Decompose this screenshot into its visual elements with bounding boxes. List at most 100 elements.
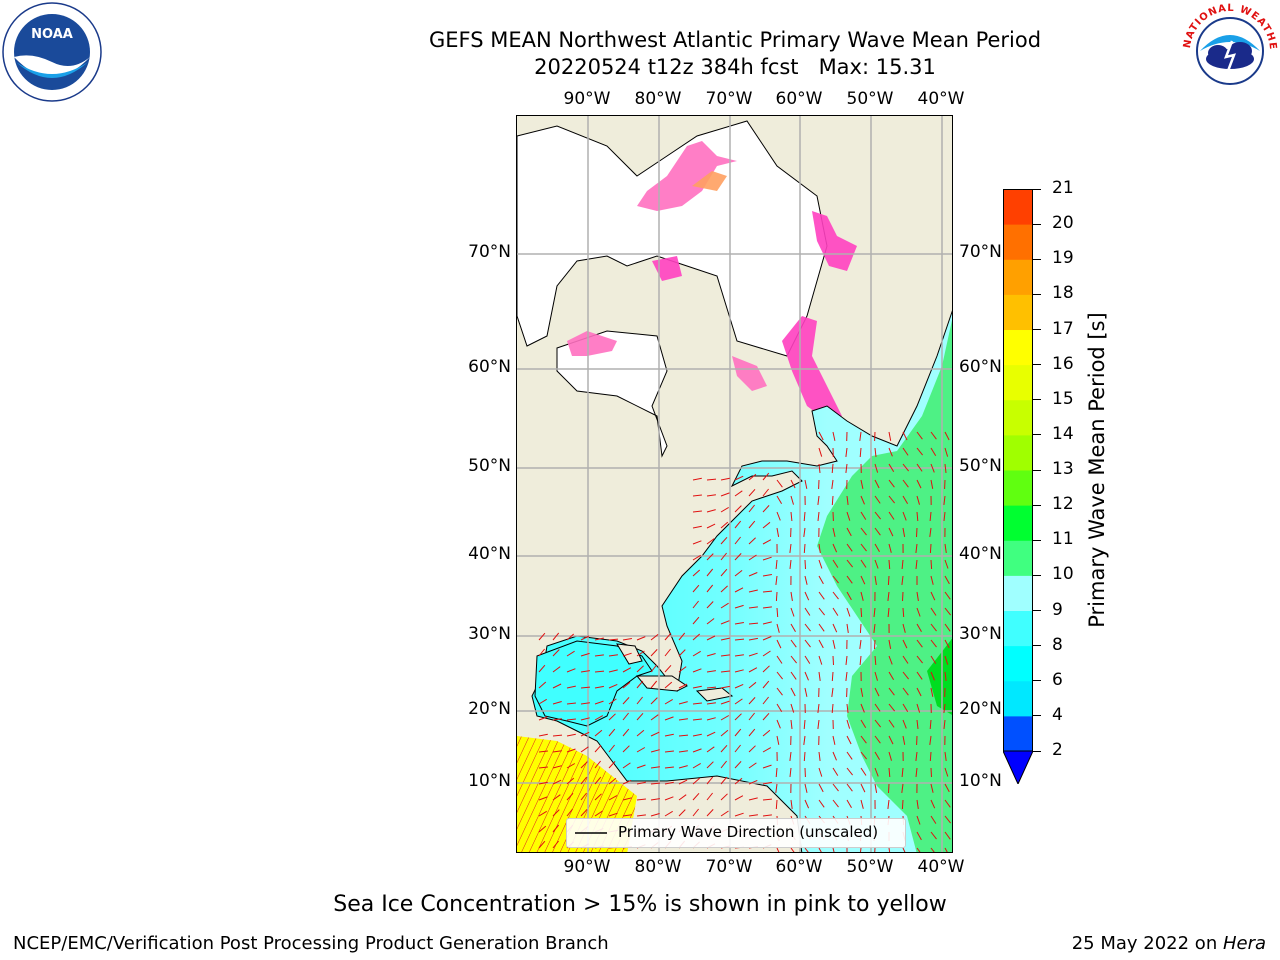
wave-arrow <box>916 479 922 489</box>
wave-arrow <box>804 607 811 616</box>
colorbar-tick-label: 18 <box>1052 283 1074 304</box>
wave-arrow <box>846 623 849 633</box>
wave-arrow <box>929 751 932 762</box>
wave-arrow <box>846 719 851 729</box>
wave-period-map <box>516 115 953 853</box>
wave-arrow <box>888 719 895 728</box>
wave-arrow <box>762 680 770 689</box>
wave-arrow <box>762 574 772 577</box>
wave-arrow <box>818 607 825 616</box>
wave-arrow <box>874 687 880 697</box>
wave-arrow <box>762 621 772 625</box>
wave-arrow <box>846 511 851 521</box>
wave-arrow <box>734 761 742 769</box>
colorbar-segment <box>1003 715 1033 752</box>
wave-arrow <box>692 569 701 577</box>
wave-arrow <box>789 767 792 777</box>
wave-arrow <box>776 671 783 680</box>
wave-arrow <box>552 809 560 817</box>
wave-arrow <box>790 607 795 617</box>
wave-arrow <box>566 718 576 721</box>
wave-arrow <box>888 687 895 696</box>
wave-arrow <box>748 797 758 801</box>
wave-arrow <box>580 686 591 689</box>
legend-label: Primary Wave Direction (unscaled) <box>618 823 879 841</box>
wave-arrow <box>846 495 849 505</box>
wave-arrow <box>790 495 794 505</box>
wave-arrow <box>916 463 923 472</box>
wave-arrow <box>552 750 562 753</box>
wave-arrow <box>636 764 646 769</box>
wave-arrow <box>734 520 742 529</box>
wave-arrow <box>748 622 759 625</box>
wave-arrow <box>538 766 548 769</box>
wave-arrow <box>538 825 547 833</box>
wave-arrow <box>566 633 575 641</box>
wave-arrow <box>594 810 603 817</box>
wave-arrow <box>608 777 617 785</box>
wave-arrow <box>775 559 778 570</box>
wave-arrow <box>706 686 717 689</box>
wave-arrow <box>860 799 864 809</box>
wave-arrow <box>762 729 771 737</box>
colorbar-tick-label: 16 <box>1052 353 1074 374</box>
colorbar-tick <box>1033 329 1041 330</box>
wave-arrow <box>790 687 796 697</box>
wave-arrow <box>692 616 700 625</box>
wave-arrow <box>636 680 644 689</box>
wave-arrow <box>776 639 782 649</box>
wave-arrow <box>930 815 937 824</box>
wave-arrow <box>817 495 820 505</box>
wave-arrow <box>720 685 730 689</box>
wave-arrow <box>832 799 839 808</box>
wave-arrow <box>706 523 716 529</box>
colorbar-segment <box>1003 399 1033 436</box>
wave-arrow <box>748 589 758 593</box>
wave-arrow <box>874 703 881 712</box>
wave-arrow <box>930 463 935 473</box>
wave-arrow <box>775 783 778 793</box>
colorbar-segment <box>1003 540 1033 576</box>
colorbar-tick-label: 11 <box>1052 529 1074 550</box>
wave-arrow <box>566 792 574 801</box>
wave-arrow <box>930 559 933 570</box>
lat-label-right-30n: 30°N <box>959 624 1002 644</box>
wave-arrow <box>678 809 686 817</box>
wave-arrow <box>944 431 950 441</box>
wave-arrow <box>860 527 867 536</box>
wave-arrow <box>706 776 714 785</box>
wave-arrow <box>636 696 643 705</box>
wave-arrow <box>789 751 792 761</box>
wave-arrow <box>874 639 876 650</box>
wave-arrow <box>775 575 778 585</box>
wave-arrow <box>664 766 674 769</box>
wave-arrow <box>622 728 630 737</box>
wave-arrow <box>692 554 701 561</box>
wave-arrow <box>832 591 839 600</box>
wave-arrow <box>832 575 839 584</box>
wave-arrow <box>930 431 937 440</box>
wave-arrow <box>804 639 811 648</box>
noaa-logo-text: NOAA <box>31 27 73 42</box>
colorbar-tick-label: 12 <box>1052 494 1074 515</box>
footer-date: 25 May 2022 on Hera <box>1072 933 1266 954</box>
wave-arrow <box>650 766 660 769</box>
wave-arrow <box>944 639 950 649</box>
wave-arrow <box>706 553 714 561</box>
colorbar-tick-label: 20 <box>1052 213 1074 234</box>
wave-arrow <box>706 702 716 705</box>
wave-arrow <box>887 575 890 586</box>
wave-arrow <box>762 798 772 801</box>
wave-arrow <box>762 539 772 545</box>
wave-arrow <box>930 447 937 456</box>
wave-arrow <box>538 664 546 673</box>
colorbar-tick-label: 6 <box>1052 669 1063 690</box>
wave-arrow <box>789 559 792 569</box>
wave-arrow <box>580 731 590 737</box>
wave-arrow <box>902 511 907 521</box>
wave-arrow <box>943 703 946 713</box>
wave-arrow <box>831 687 834 697</box>
wave-arrow <box>901 575 904 585</box>
wave-arrow <box>845 447 848 457</box>
wave-arrow <box>734 490 743 497</box>
